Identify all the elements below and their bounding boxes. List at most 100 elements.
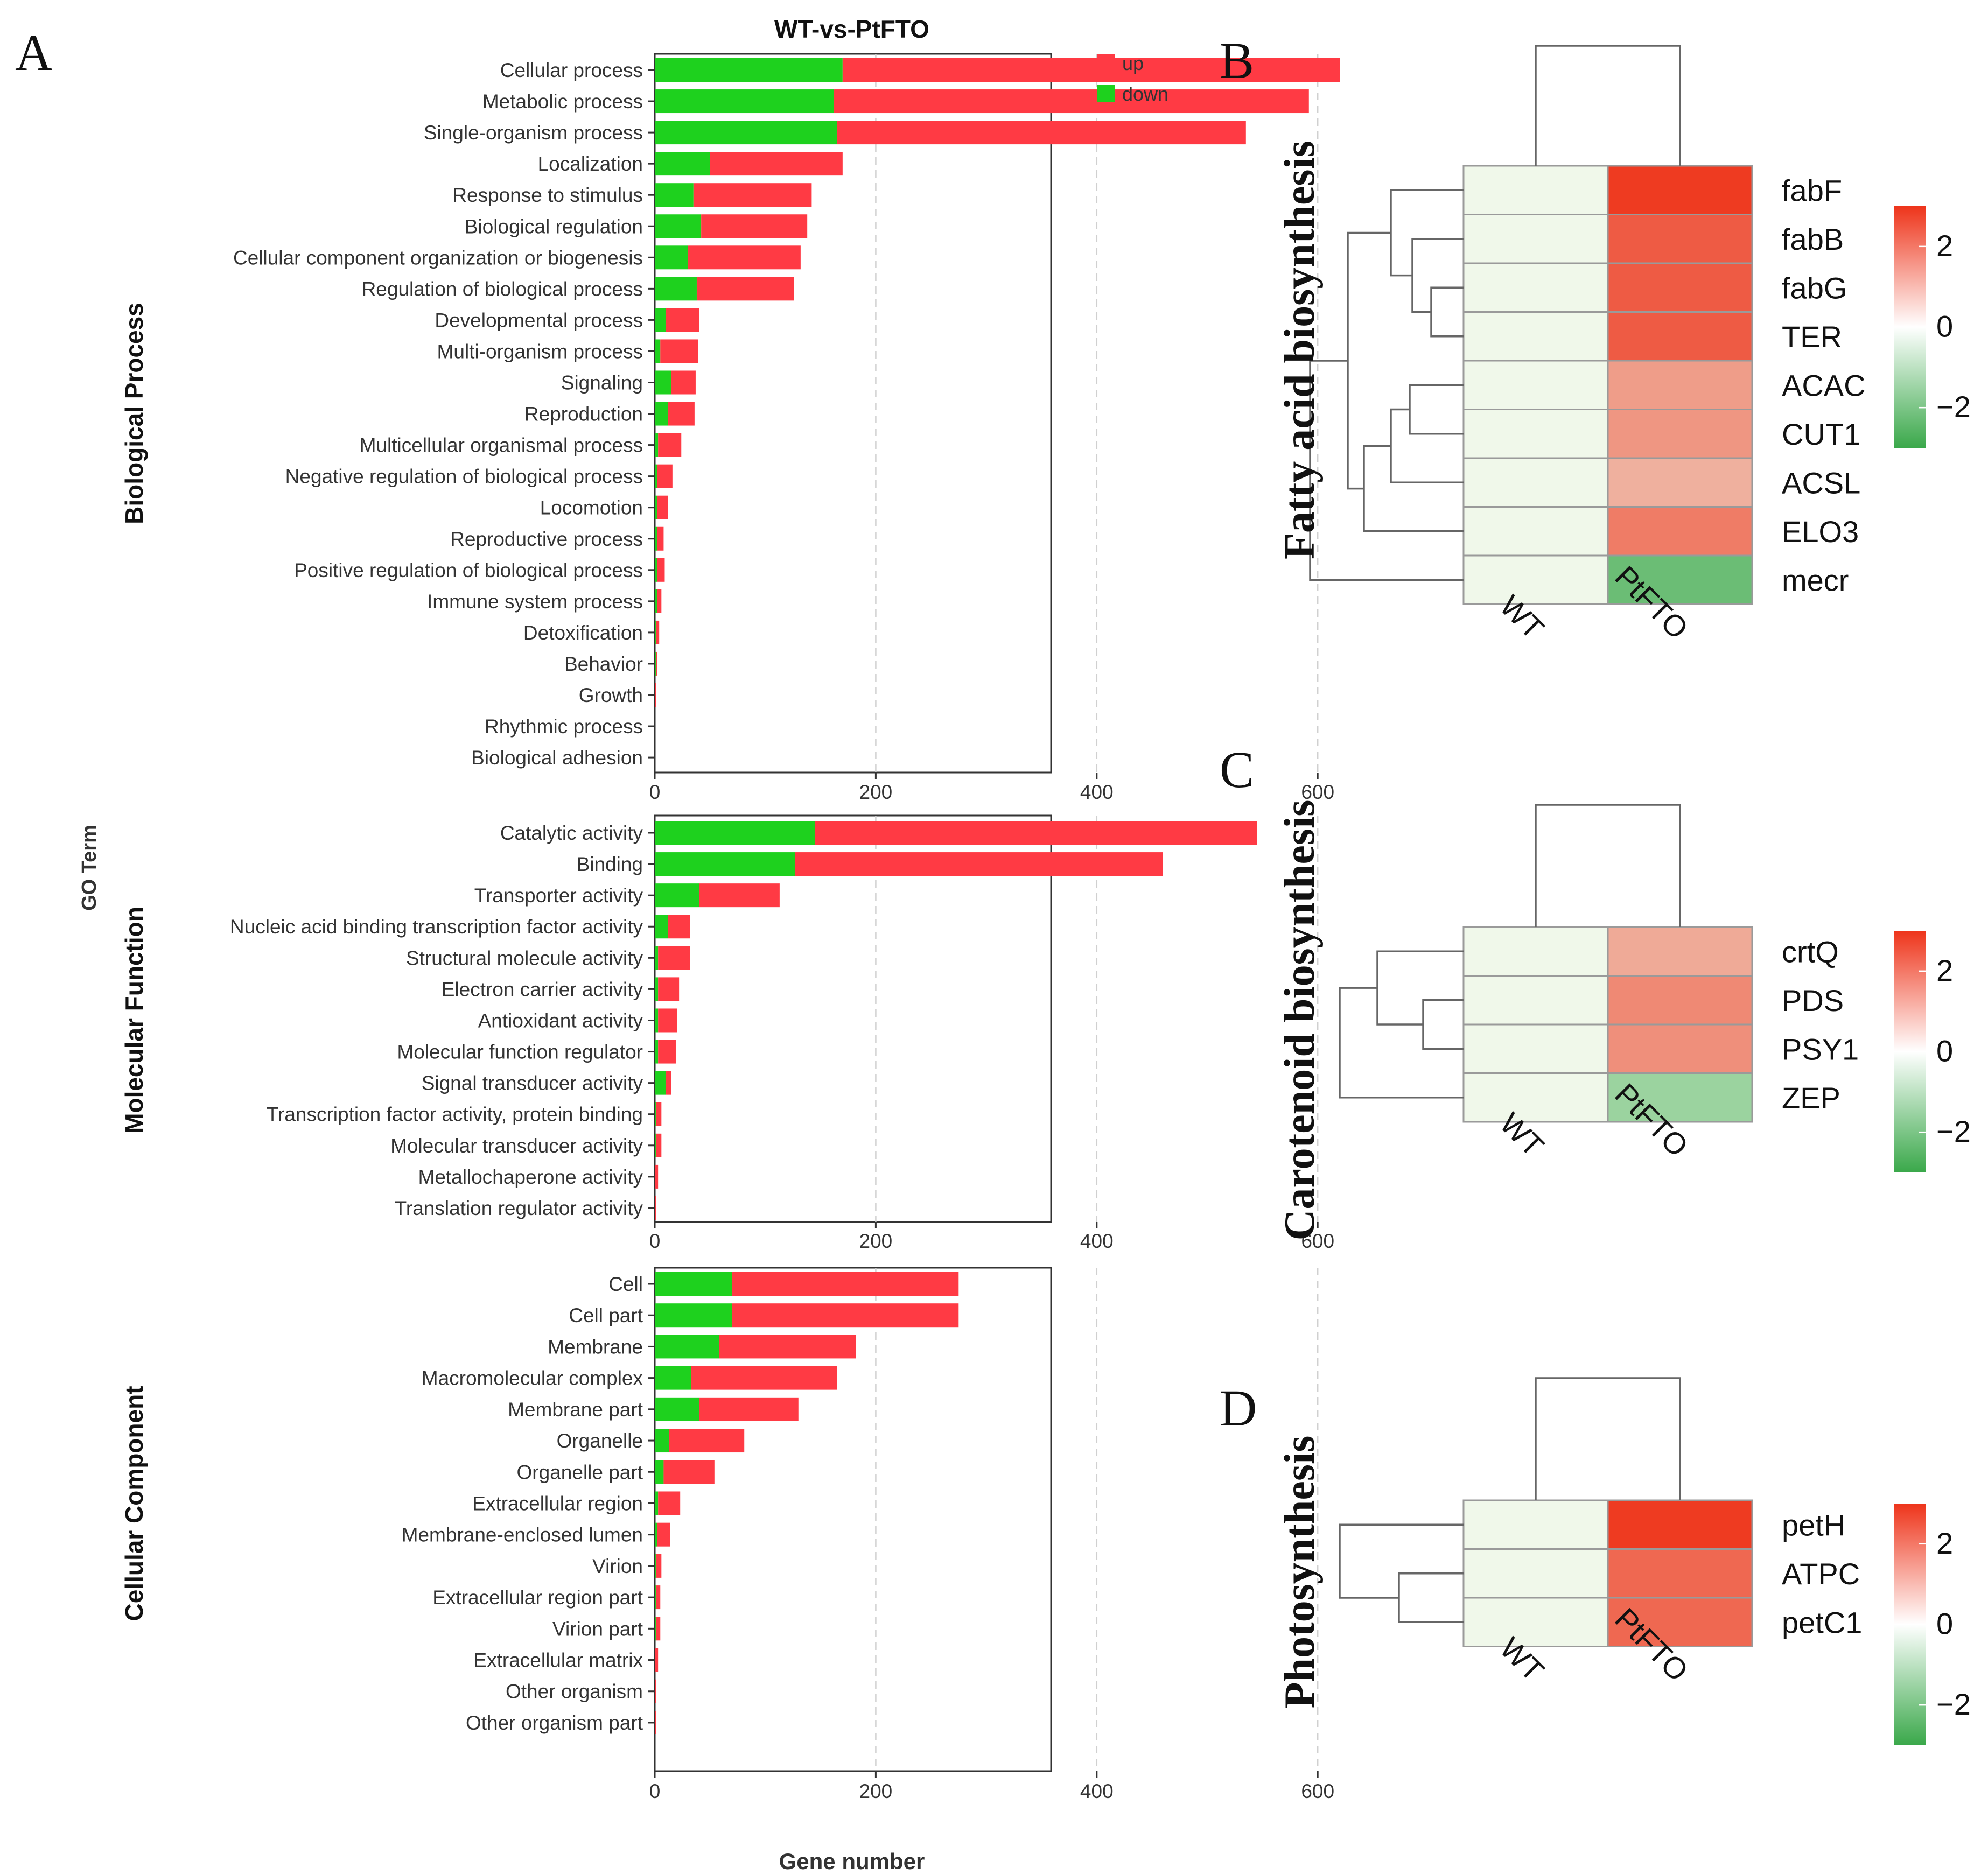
category-label-electron-carrier-activity: Electron carrier activity (442, 978, 643, 1000)
cell-acsl-ptfto (1607, 457, 1753, 508)
category-label-transcription-factor-activity-protein-binding: Transcription factor activity, protein b… (267, 1104, 643, 1126)
bar-down-macromolecular-complex (655, 1366, 691, 1390)
category-label-translation-regulator-activity: Translation regulator activity (395, 1197, 643, 1219)
x-tick-label-600: 600 (1301, 1780, 1334, 1802)
row-label-crtq: crtQ (1782, 935, 1839, 968)
legend: up down (1097, 52, 1168, 105)
row-label-pds: PDS (1782, 984, 1844, 1017)
bar-down-transporter-activity (655, 883, 699, 908)
cell-atpc-wt (1462, 1548, 1609, 1599)
category-label-metallochaperone-activity: Metallochaperone activity (418, 1166, 643, 1188)
category-label-organelle: Organelle (557, 1430, 643, 1452)
bar-up-response-to-stimulus (693, 183, 812, 207)
row-label-fabg: fabG (1782, 271, 1847, 305)
cell-zep-wt (1462, 1072, 1609, 1123)
bar-down-behavior (655, 651, 656, 676)
category-label-localization: Localization (538, 153, 643, 175)
cell-acac-ptfto (1607, 360, 1753, 410)
bar-down-multicellular-organismal-process (655, 433, 659, 457)
bar-up-membrane-enclosed-lumen (657, 1522, 670, 1547)
bar-down-structural-molecule-activity (655, 946, 659, 970)
bar-up-extracellular-region-part (656, 1585, 661, 1610)
category-label-behavior: Behavior (564, 653, 643, 675)
bar-down-localization (655, 152, 710, 176)
category-label-extracellular-region-part: Extracellular region part (432, 1586, 643, 1609)
facet-label-cellular-component: Cellular Component (120, 1386, 148, 1621)
bar-down-membrane-part (655, 1397, 699, 1421)
cell-petc1-ptfto (1607, 1597, 1753, 1647)
category-label-membrane-part: Membrane part (508, 1399, 643, 1421)
category-label-signal-transducer-activity: Signal transducer activity (422, 1072, 643, 1094)
category-label-organelle-part: Organelle part (517, 1461, 643, 1483)
bar-up-other-organism-part (655, 1710, 656, 1734)
chart-title: WT-vs-PtFTO (774, 15, 929, 43)
heatmap-title: Photosynthesis (1276, 1436, 1324, 1709)
x-tick-label-400: 400 (1080, 1230, 1114, 1252)
row-label-fabf: fabF (1782, 173, 1842, 207)
category-label-signaling: Signaling (561, 372, 643, 394)
bar-down-multi-organism-process (655, 339, 661, 363)
cell-psy1-ptfto (1607, 1023, 1753, 1074)
bar-up-cellular-process (842, 58, 1340, 82)
bar-up-locomotion (657, 495, 668, 519)
column-dendrogram (1535, 804, 1681, 927)
legend-label-up: up (1122, 52, 1144, 74)
bar-up-developmental-process (666, 308, 699, 332)
bar-up-reproductive-process (657, 526, 664, 551)
category-label-molecular-transducer-activity: Molecular transducer activity (390, 1135, 643, 1157)
row-label-elo3: ELO3 (1782, 515, 1859, 549)
row-label-fabb: fabB (1782, 222, 1844, 256)
bar-up-electron-carrier-activity (658, 977, 680, 1001)
facet-label-biological-process: Biological Process (120, 303, 148, 524)
bar-up-virion-part (656, 1617, 661, 1641)
category-label-cellular-component-organization-or-biogenesis: Cellular component organization or bioge… (233, 247, 643, 269)
bar-up-behavior (656, 651, 657, 676)
bar-up-organelle-part (663, 1460, 715, 1484)
colorbar-label-0: 0 (1936, 1034, 1953, 1068)
bar-down-extracellular-region (655, 1491, 659, 1515)
cell-peth-wt (1462, 1499, 1609, 1550)
heatmap-title: Carotenoid biosynthesis (1276, 800, 1324, 1241)
row-label-mecr: mecr (1782, 563, 1849, 597)
bar-up-transcription-factor-activity-protein-binding (656, 1102, 662, 1126)
cell-pds-ptfto (1607, 975, 1753, 1026)
heatmap-title: Fatty acid biosynthesis (1276, 141, 1324, 559)
row-label-acac: ACAC (1782, 368, 1866, 402)
bar-down-virion (655, 1554, 656, 1578)
x-axis-title: Gene number (779, 1849, 925, 1874)
row-dendrogram (1309, 189, 1464, 581)
legend-swatch-down (1097, 85, 1115, 102)
category-label-cell-part: Cell part (569, 1304, 643, 1326)
x-tick-label-200: 200 (859, 781, 893, 803)
cell-zep-ptfto (1607, 1072, 1753, 1123)
cell-fabg-ptfto (1607, 262, 1753, 313)
bar-up-other-organism (655, 1679, 656, 1703)
bar-down-electron-carrier-activity (655, 977, 659, 1001)
bar-up-binding (795, 852, 1163, 876)
cell-mecr-wt (1462, 554, 1609, 605)
category-label-reproduction: Reproduction (524, 403, 643, 425)
bar-down-biological-regulation (655, 214, 702, 238)
category-label-extracellular-matrix: Extracellular matrix (473, 1649, 643, 1672)
bar-down-molecular-function-regulator (655, 1040, 659, 1064)
category-label-developmental-process: Developmental process (435, 309, 643, 331)
category-label-immune-system-process: Immune system process (427, 591, 643, 613)
category-label-detoxification: Detoxification (523, 622, 643, 644)
category-label-macromolecular-complex: Macromolecular complex (422, 1367, 643, 1389)
bar-down-reproduction (655, 402, 668, 426)
category-label-response-to-stimulus: Response to stimulus (452, 184, 643, 206)
bar-down-regulation-of-biological-process (655, 277, 697, 301)
cell-crtq-ptfto (1607, 926, 1753, 977)
bar-up-biological-regulation (701, 214, 808, 238)
bar-up-molecular-transducer-activity (656, 1133, 662, 1157)
x-tick-label-400: 400 (1080, 1780, 1114, 1802)
bar-down-signal-transducer-activity (655, 1071, 666, 1095)
facet-panel-molecular-function (654, 814, 1052, 1223)
bar-down-response-to-stimulus (655, 183, 694, 207)
cell-fabf-wt (1462, 165, 1609, 215)
category-label-binding: Binding (577, 853, 643, 875)
bar-down-organelle (655, 1429, 669, 1453)
bar-up-molecular-function-regulator (658, 1040, 676, 1064)
